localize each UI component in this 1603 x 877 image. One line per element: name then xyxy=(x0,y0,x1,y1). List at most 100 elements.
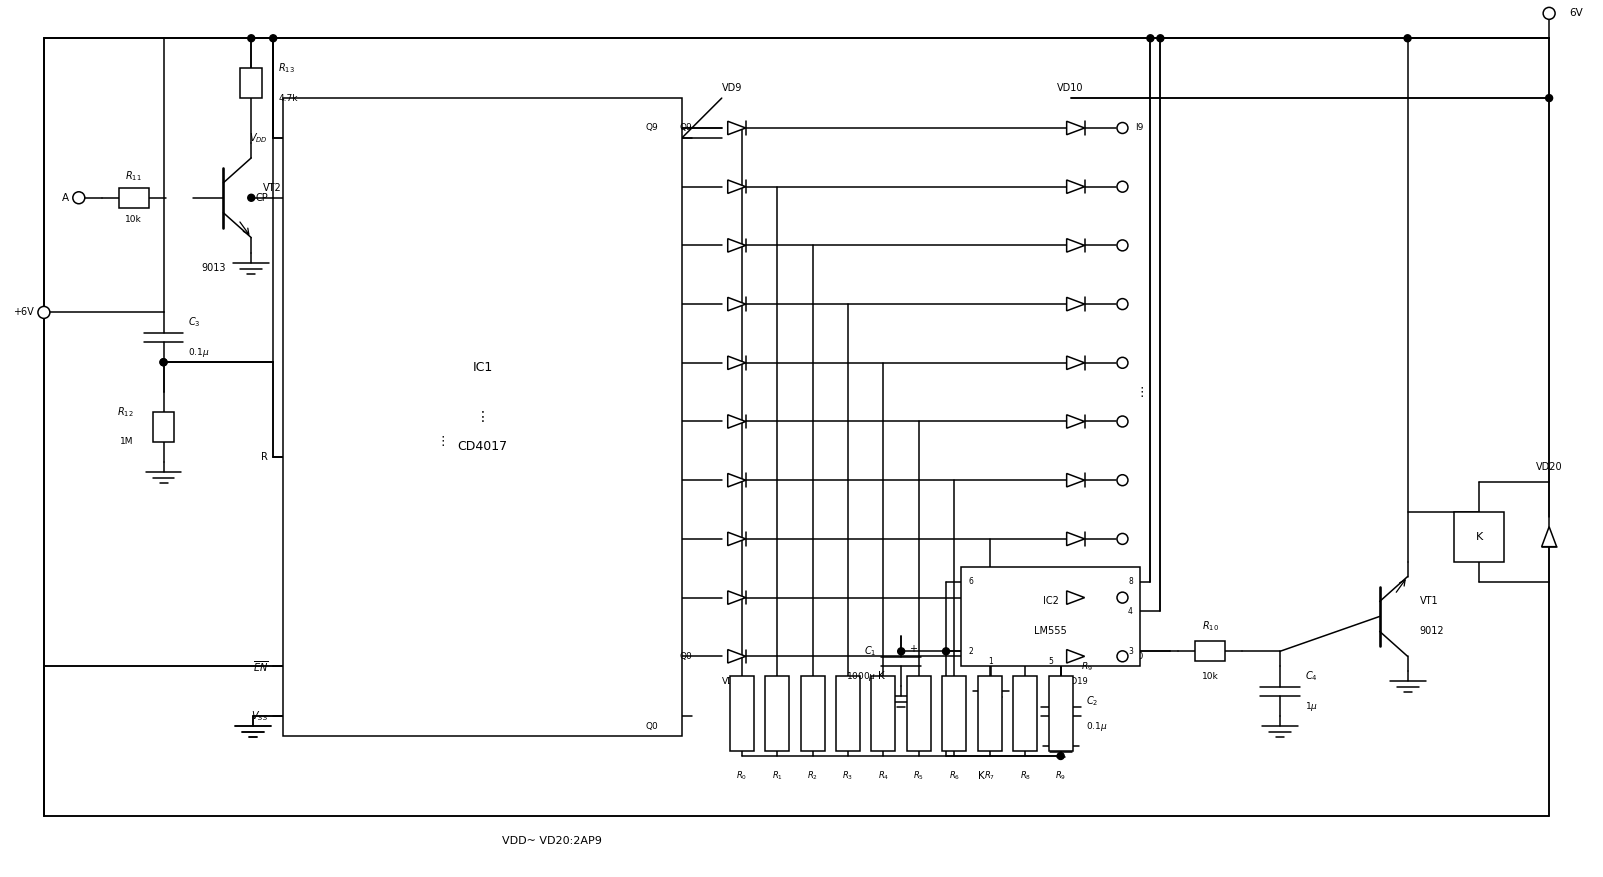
Text: 3: 3 xyxy=(1129,647,1133,656)
Text: $R_9$: $R_9$ xyxy=(1055,770,1066,782)
Text: ⋮: ⋮ xyxy=(476,410,489,424)
Text: $R_{11}$: $R_{11}$ xyxy=(125,169,143,182)
Bar xyxy=(943,676,967,751)
Text: 9013: 9013 xyxy=(200,262,226,273)
Text: K: K xyxy=(978,771,984,781)
Text: CD4017: CD4017 xyxy=(457,440,508,453)
Polygon shape xyxy=(1066,591,1085,604)
Text: 1: 1 xyxy=(989,657,994,666)
Text: $C_4$: $C_4$ xyxy=(1305,669,1318,683)
Text: +: + xyxy=(909,645,917,654)
Text: $C_1$: $C_1$ xyxy=(864,645,877,659)
Polygon shape xyxy=(728,121,745,135)
Polygon shape xyxy=(728,297,745,310)
Bar xyxy=(800,676,824,751)
Text: $R_7$: $R_7$ xyxy=(984,770,995,782)
Text: +6V: +6V xyxy=(13,308,34,317)
Text: $R_0$: $R_0$ xyxy=(736,770,747,782)
Text: VD20: VD20 xyxy=(1536,462,1563,472)
Text: $R_{13}$: $R_{13}$ xyxy=(279,61,295,75)
Bar xyxy=(978,676,1002,751)
Bar xyxy=(152,412,175,442)
Text: I9: I9 xyxy=(1135,124,1145,132)
Bar xyxy=(729,676,753,751)
Bar xyxy=(1013,676,1037,751)
Polygon shape xyxy=(728,591,745,604)
Polygon shape xyxy=(1066,650,1085,663)
Polygon shape xyxy=(1066,297,1085,310)
Text: $R_2$: $R_2$ xyxy=(806,770,818,782)
Circle shape xyxy=(1117,416,1129,427)
Text: LM555: LM555 xyxy=(1034,626,1068,637)
Polygon shape xyxy=(728,356,745,369)
Circle shape xyxy=(1146,35,1154,42)
Circle shape xyxy=(1117,357,1129,368)
Text: CP: CP xyxy=(255,193,268,203)
Circle shape xyxy=(1157,35,1164,42)
Text: K: K xyxy=(1476,531,1483,542)
Bar xyxy=(1196,641,1225,661)
Text: VD19: VD19 xyxy=(1066,677,1088,686)
Circle shape xyxy=(269,35,277,42)
Circle shape xyxy=(1117,123,1129,133)
Text: 1M: 1M xyxy=(120,438,133,446)
Text: 4.7k: 4.7k xyxy=(279,94,298,103)
Bar xyxy=(284,98,681,736)
Text: Q9: Q9 xyxy=(646,124,659,132)
Text: $R_1$: $R_1$ xyxy=(771,770,782,782)
Circle shape xyxy=(248,195,255,201)
Text: VD10: VD10 xyxy=(1058,83,1084,93)
Text: 6V: 6V xyxy=(1569,9,1582,18)
Polygon shape xyxy=(728,650,745,663)
Circle shape xyxy=(943,648,949,655)
Bar xyxy=(1048,676,1072,751)
Polygon shape xyxy=(1066,180,1085,194)
Text: ⋮: ⋮ xyxy=(1135,386,1148,399)
Text: VD9: VD9 xyxy=(721,83,742,93)
Text: I0: I0 xyxy=(1135,652,1145,660)
Circle shape xyxy=(1117,298,1129,310)
Bar xyxy=(960,567,1140,667)
Text: $0.1\mu$: $0.1\mu$ xyxy=(189,346,210,359)
Text: Q0: Q0 xyxy=(646,722,659,731)
Text: $0.1\mu$: $0.1\mu$ xyxy=(1085,720,1108,732)
Text: $R_9$: $R_9$ xyxy=(1080,660,1093,673)
Bar xyxy=(765,676,789,751)
Polygon shape xyxy=(1066,356,1085,369)
Text: 5: 5 xyxy=(1048,657,1053,666)
Text: IC2: IC2 xyxy=(1044,596,1058,607)
Text: $\overline{EN}$: $\overline{EN}$ xyxy=(253,659,268,674)
Text: IC1: IC1 xyxy=(473,360,492,374)
Text: $C_2$: $C_2$ xyxy=(1085,695,1098,708)
Polygon shape xyxy=(728,474,745,487)
Text: $R_8$: $R_8$ xyxy=(1020,770,1031,782)
Text: $1000\mu$: $1000\mu$ xyxy=(846,670,877,683)
Circle shape xyxy=(898,648,904,655)
Text: $R_{12}$: $R_{12}$ xyxy=(117,405,133,419)
Text: $V_{DD}$: $V_{DD}$ xyxy=(250,131,268,145)
Text: 6: 6 xyxy=(968,577,973,586)
Text: A: A xyxy=(61,193,69,203)
Circle shape xyxy=(1117,474,1129,486)
Polygon shape xyxy=(1066,532,1085,545)
Text: 10k: 10k xyxy=(125,215,143,225)
Bar xyxy=(240,68,263,98)
Text: ⋮: ⋮ xyxy=(436,436,449,448)
Bar xyxy=(119,188,149,208)
Text: 8: 8 xyxy=(1129,577,1133,586)
Circle shape xyxy=(1117,592,1129,603)
Text: $V_{SS}$: $V_{SS}$ xyxy=(252,709,268,723)
Text: $R_{10}$: $R_{10}$ xyxy=(1202,619,1218,633)
Circle shape xyxy=(1117,533,1129,545)
Polygon shape xyxy=(728,415,745,428)
Circle shape xyxy=(1544,7,1555,19)
Text: VD0: VD0 xyxy=(723,677,741,686)
Text: VT2: VT2 xyxy=(263,182,282,193)
Text: R: R xyxy=(261,452,268,462)
Bar xyxy=(907,676,931,751)
Text: Q0: Q0 xyxy=(680,652,692,660)
Circle shape xyxy=(72,192,85,203)
Polygon shape xyxy=(1066,121,1085,135)
Text: $R_4$: $R_4$ xyxy=(878,770,890,782)
Text: 10k: 10k xyxy=(1202,672,1218,681)
